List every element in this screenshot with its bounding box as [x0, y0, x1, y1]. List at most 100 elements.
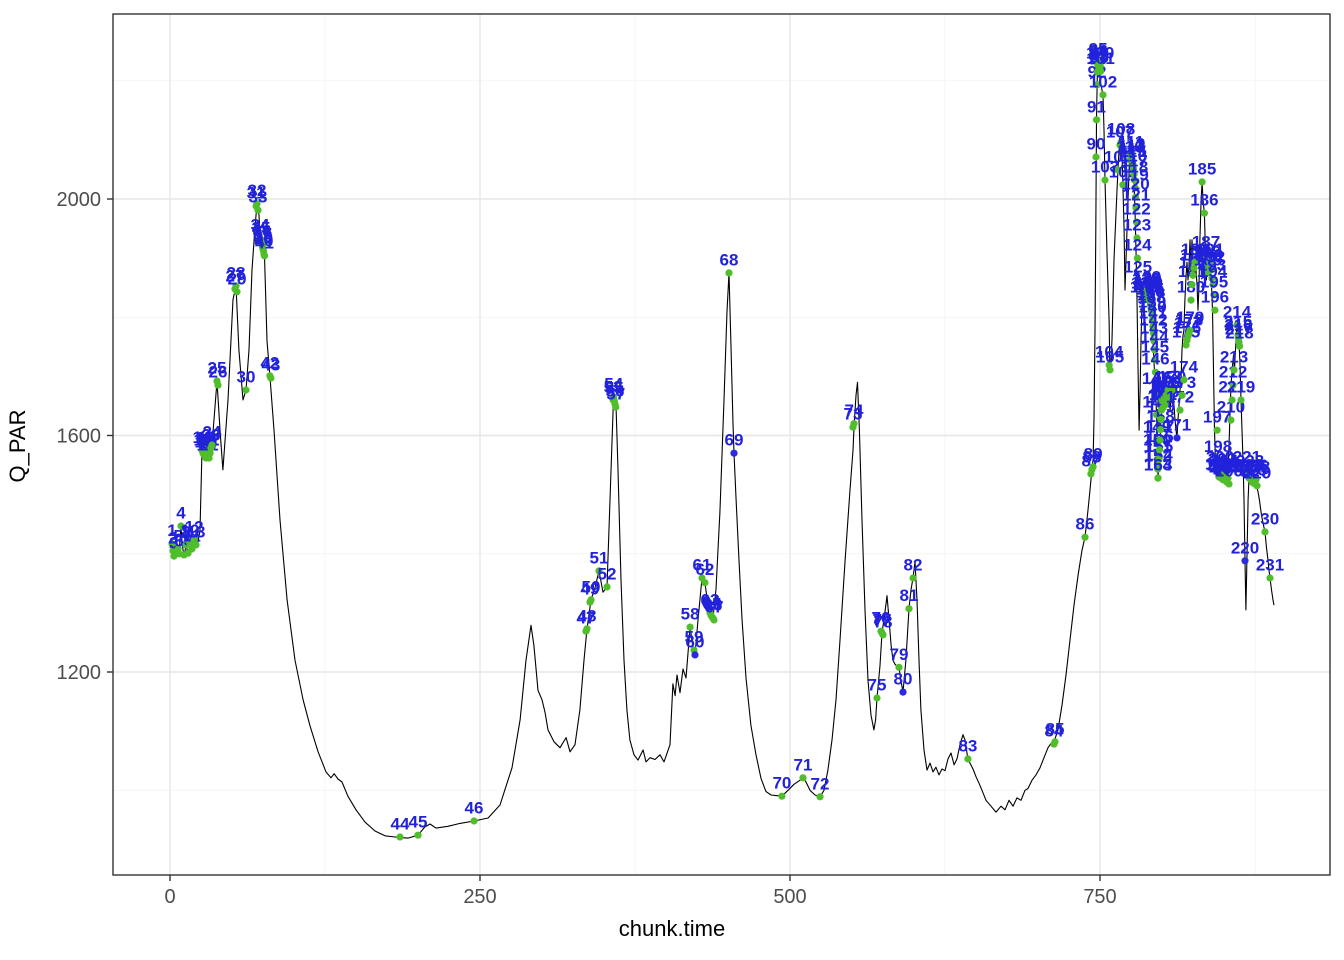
- x-axis-title: chunk.time: [618, 916, 726, 941]
- point-label: 15: [194, 431, 213, 450]
- data-point-marker: [242, 386, 250, 394]
- point-label: 98: [1090, 48, 1109, 67]
- point-label: 208: [1214, 456, 1242, 475]
- data-point-marker: [1246, 470, 1254, 478]
- point-label: 179: [1176, 308, 1204, 327]
- data-point-marker: [1152, 388, 1160, 396]
- point-label: 221: [1233, 447, 1261, 466]
- y-tick-label: 1600: [57, 426, 102, 448]
- data-point-marker: [1132, 204, 1140, 212]
- point-label: 61: [693, 556, 712, 575]
- point-label: 109: [1109, 162, 1137, 181]
- point-label: 57: [606, 385, 625, 404]
- point-label: 118: [1121, 158, 1148, 177]
- point-label: 85: [1046, 719, 1065, 738]
- data-point-marker: [1151, 368, 1159, 376]
- point-label: 164: [1144, 456, 1173, 475]
- point-label: 224: [1237, 457, 1266, 476]
- point-label: 104: [1095, 343, 1124, 362]
- data-point-marker: [1261, 528, 1269, 536]
- point-label: 169: [1155, 373, 1183, 392]
- point-label: 194: [1199, 262, 1228, 281]
- data-point-marker: [909, 574, 917, 582]
- point-label: 43: [261, 356, 280, 375]
- point-label: 226: [1240, 456, 1268, 475]
- data-point-marker: [1150, 337, 1158, 345]
- data-point-marker: [1200, 209, 1208, 217]
- data-point-marker: [595, 567, 603, 575]
- point-label: 83: [958, 736, 977, 755]
- data-point-marker: [850, 420, 858, 428]
- point-label: 27: [226, 266, 245, 285]
- point-label: 39: [254, 229, 273, 248]
- point-label: 74: [845, 401, 864, 420]
- data-point-marker: [710, 616, 718, 624]
- point-label: 141: [1139, 304, 1167, 323]
- point-label: 112: [1118, 135, 1145, 154]
- data-point-marker: [1214, 456, 1222, 464]
- point-label: 209: [1215, 462, 1243, 481]
- data-point-marker: [1186, 326, 1194, 334]
- point-label: 119: [1121, 165, 1148, 184]
- data-point-marker: [1149, 322, 1157, 330]
- data-point-marker: [1148, 316, 1157, 324]
- point-label: 55: [605, 379, 624, 398]
- data-point-marker: [1157, 415, 1165, 424]
- point-label: 196: [1201, 288, 1229, 307]
- point-label: 10: [181, 521, 200, 540]
- point-label: 187: [1192, 233, 1220, 252]
- data-point-marker: [730, 449, 738, 457]
- point-label: 217: [1225, 320, 1253, 339]
- point-label: 36: [253, 221, 272, 240]
- point-label: 69: [725, 431, 744, 450]
- point-label: 230: [1251, 509, 1279, 528]
- point-label: 191: [1196, 240, 1224, 259]
- point-label: 37: [253, 224, 272, 243]
- data-point-marker: [206, 449, 214, 457]
- point-label: 114: [1119, 139, 1147, 158]
- point-label: 214: [1223, 302, 1252, 321]
- x-tick-label: 0: [164, 886, 175, 908]
- data-point-marker: [1133, 234, 1141, 242]
- data-point-marker: [583, 625, 591, 633]
- data-point-marker: [260, 252, 269, 260]
- data-point-marker: [701, 579, 709, 587]
- data-point-marker: [1206, 258, 1214, 266]
- point-label: 12: [185, 518, 204, 537]
- point-label: 125: [1124, 258, 1152, 277]
- point-label: 75: [868, 676, 887, 695]
- data-point-marker: [1106, 366, 1114, 374]
- data-point-marker: [1089, 463, 1097, 471]
- data-point-marker: [1213, 426, 1221, 434]
- data-point-marker: [414, 831, 422, 839]
- data-point-marker: [1209, 281, 1217, 289]
- point-label: 110: [1116, 138, 1143, 157]
- data-point-marker: [1154, 464, 1163, 472]
- data-point-marker: [1130, 170, 1138, 178]
- point-label: 5: [173, 527, 182, 546]
- point-label: 81: [900, 586, 919, 605]
- data-point-marker: [686, 623, 694, 631]
- point-label: 190: [1195, 246, 1223, 265]
- data-point-marker: [1097, 67, 1105, 75]
- data-point-marker: [1119, 181, 1127, 189]
- data-point-marker: [1233, 321, 1241, 329]
- point-label: 201: [1207, 456, 1235, 475]
- panel-background: [113, 14, 1330, 875]
- point-label: 68: [720, 250, 739, 269]
- x-tick-label: 250: [463, 886, 496, 908]
- point-label: 184: [1181, 240, 1210, 259]
- point-label: 113: [1118, 136, 1145, 155]
- point-label: 216: [1224, 315, 1252, 334]
- point-label: 122: [1122, 200, 1150, 219]
- data-point-marker: [1132, 218, 1141, 226]
- point-label: 60: [686, 632, 705, 651]
- point-label: 202: [1208, 450, 1236, 469]
- point-label: 123: [1123, 216, 1151, 235]
- point-label: 121: [1122, 185, 1150, 204]
- point-label: 103: [1091, 158, 1119, 177]
- data-point-marker: [1093, 81, 1101, 89]
- data-point-marker: [1237, 396, 1245, 404]
- point-label: 82: [904, 556, 923, 575]
- point-label: 25: [208, 359, 227, 378]
